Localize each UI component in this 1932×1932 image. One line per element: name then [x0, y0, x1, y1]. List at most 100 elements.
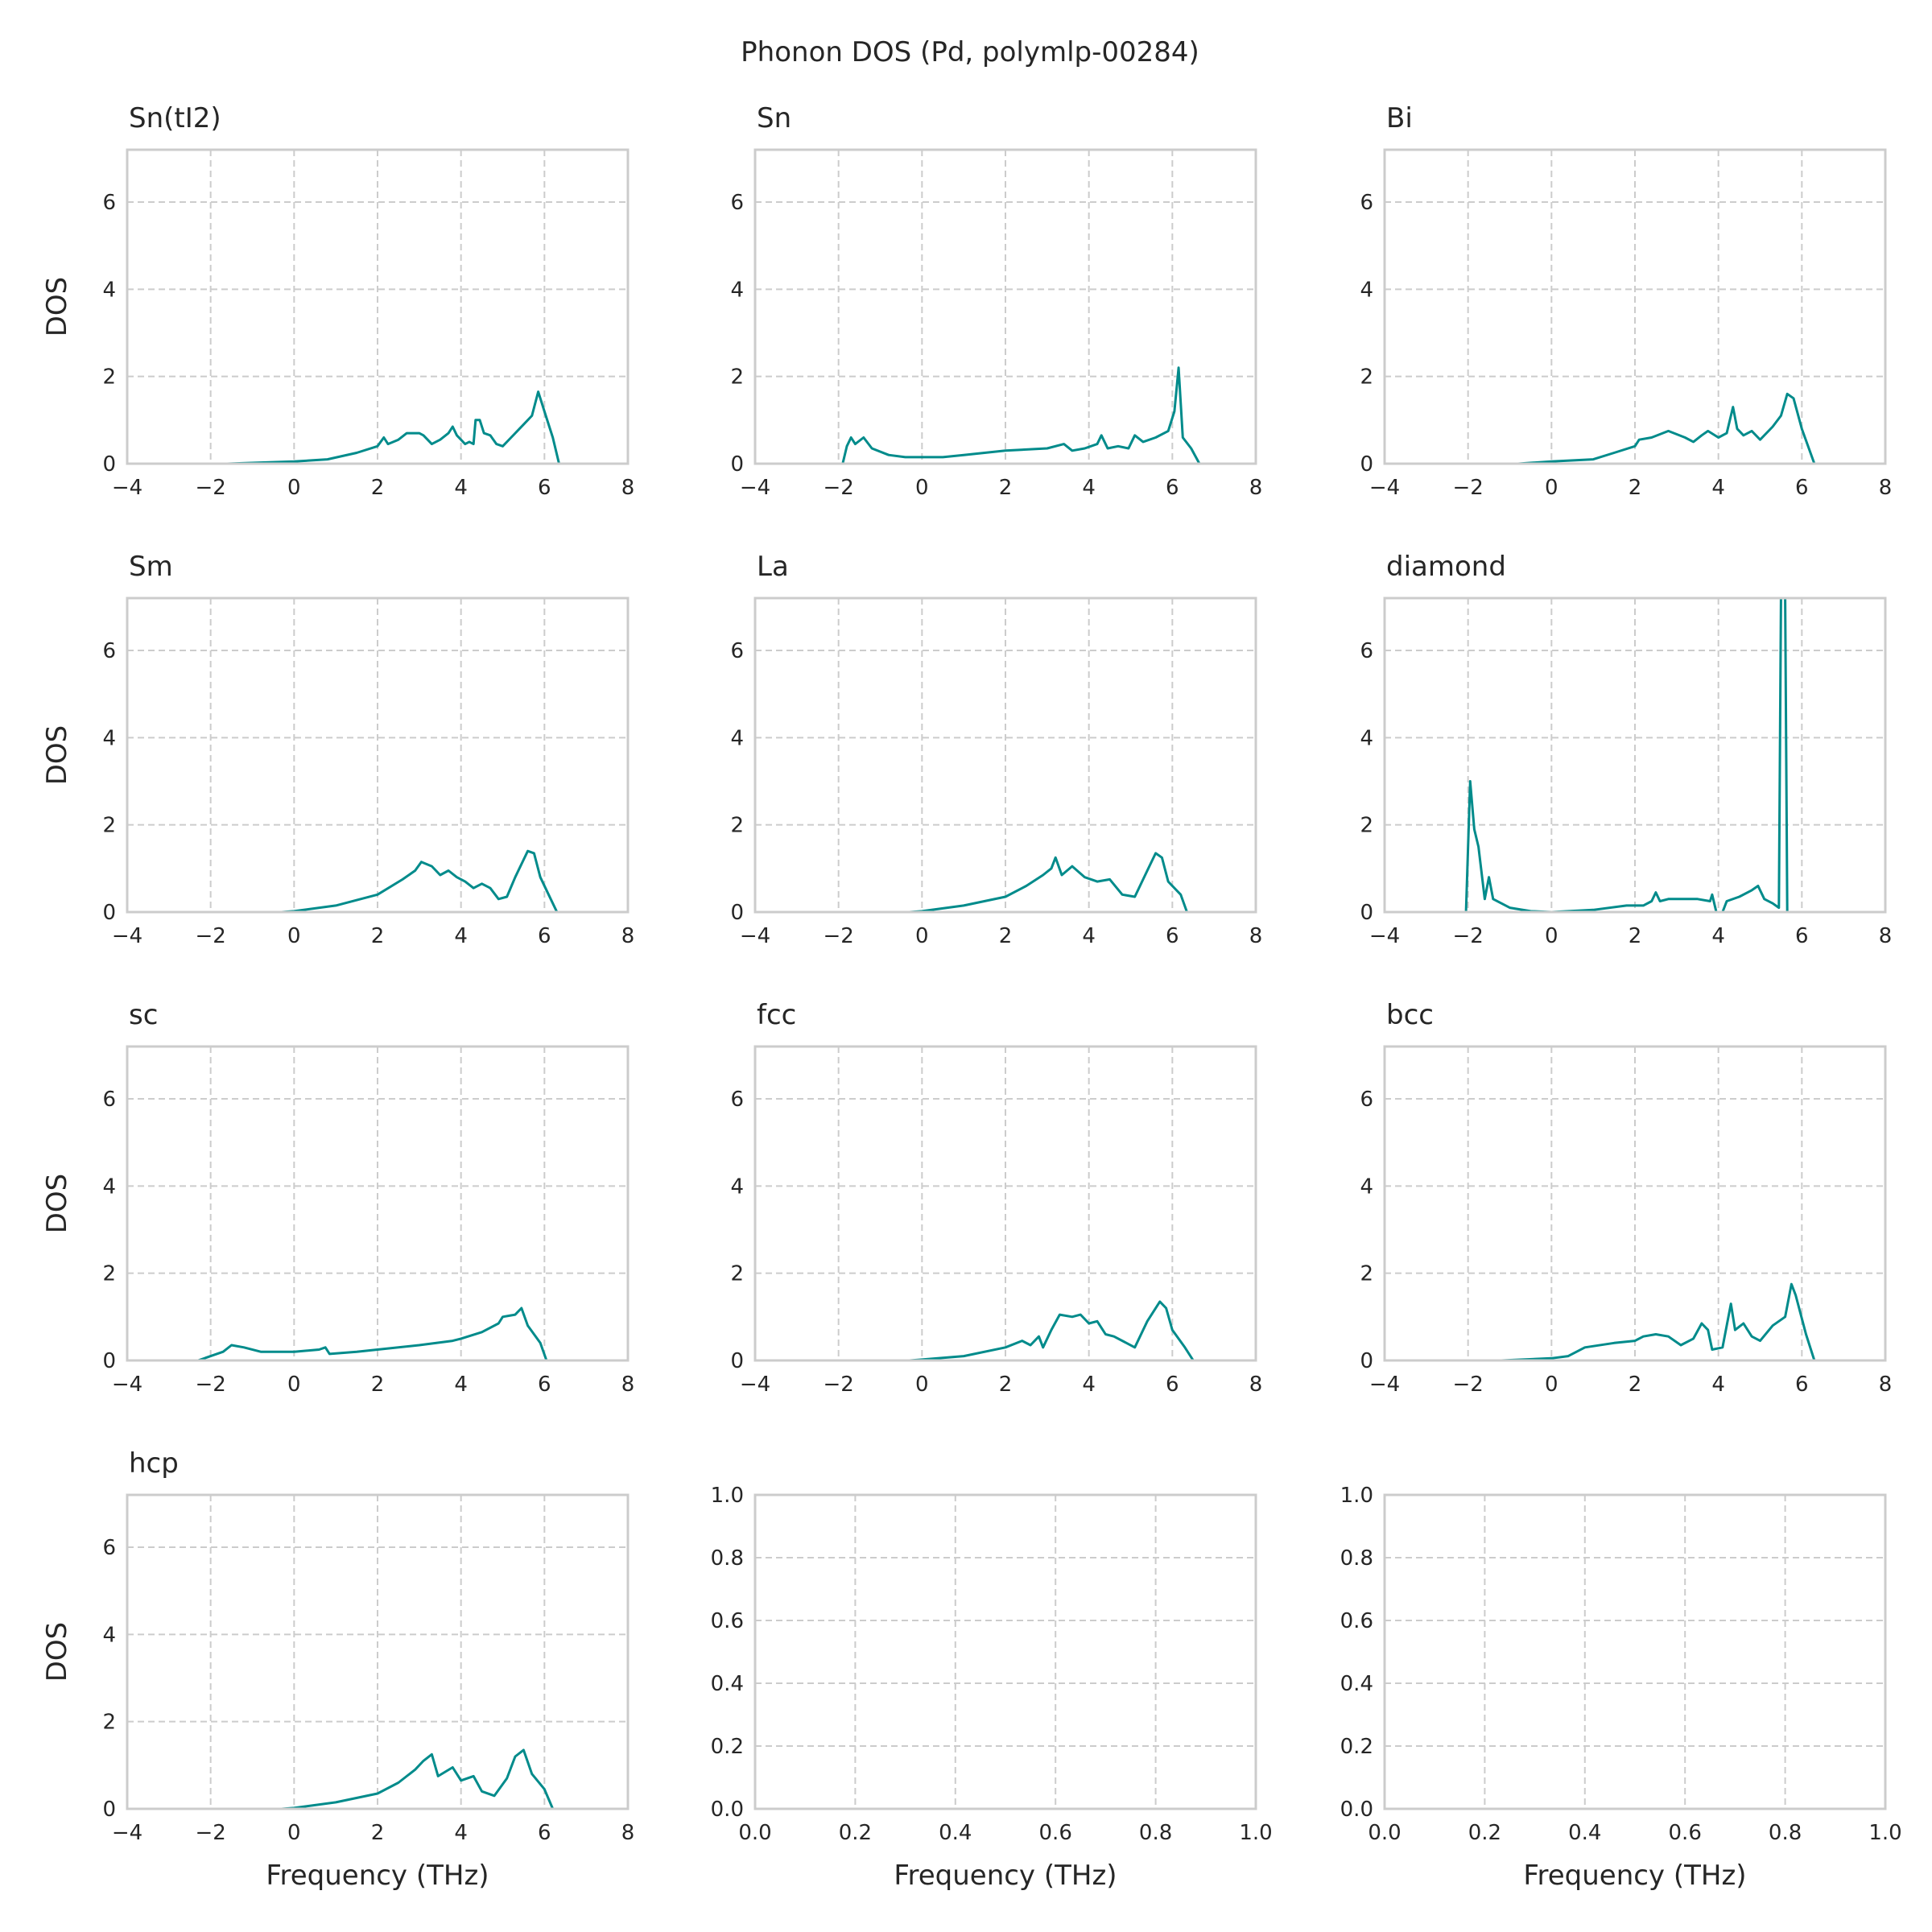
axes-frame: [126, 148, 630, 465]
subplot-title: Sm: [129, 551, 173, 583]
x-tick-label: 8: [621, 476, 635, 500]
x-tick-label: 1.0: [1868, 1821, 1901, 1845]
x-tick-label: 2: [371, 476, 385, 500]
x-tick-label: 6: [538, 1373, 551, 1397]
axes-frame: [1383, 148, 1887, 465]
figure-title: Phonon DOS (Pd, polymlp-00284): [741, 36, 1199, 68]
subplot-title: La: [757, 551, 789, 583]
x-tick-label: 6: [1795, 1373, 1809, 1397]
subplot-hcp: −4 −2 0 2 4 6 8 0 2 4 6 hcp DOS Frequency (THz): [41, 1447, 634, 1892]
subplot-title: Sn: [757, 102, 791, 134]
dos-line: [805, 366, 1231, 465]
subplot-Sm: −4 −2 0 2 4 6 8 0 2 4 6 Sm DOS: [41, 551, 634, 948]
x-tick-label: 0: [287, 924, 301, 948]
x-tick-label: 2: [371, 1821, 385, 1845]
x-tick-label: 0: [287, 1821, 301, 1845]
dos-line: [160, 1307, 578, 1362]
x-tick-label: 4: [1711, 476, 1725, 500]
x-tick-label: 0: [915, 1373, 929, 1397]
y-tick-label: 4: [730, 726, 744, 750]
x-tick-label: −2: [1453, 476, 1484, 500]
x-tick-label: −2: [196, 1373, 226, 1397]
y-tick-label: 4: [730, 278, 744, 302]
x-tick-label: −2: [824, 1373, 854, 1397]
y-tick-label: 0: [102, 1798, 116, 1822]
axes-frame: [1383, 1045, 1887, 1362]
x-tick-label: 2: [1629, 1373, 1642, 1397]
y-tick-label: 6: [730, 191, 744, 215]
x-tick-label: 0.4: [1568, 1821, 1601, 1845]
y-tick-label: 2: [730, 1262, 744, 1286]
y-tick-label: 6: [102, 1088, 116, 1112]
axes-frame: [1383, 597, 1887, 914]
y-tick-label: 4: [730, 1174, 744, 1199]
x-tick-label: −2: [824, 924, 854, 948]
y-tick-label: 0.0: [1340, 1798, 1373, 1822]
dos-line: [1517, 392, 1844, 465]
y-tick-label: 4: [1360, 726, 1373, 750]
subplot-Sn: −4 −2 0 2 4 6 8 0 2 4 6 Sn: [730, 102, 1262, 500]
y-tick-label: 0.6: [1340, 1609, 1373, 1633]
x-tick-label: 2: [999, 476, 1013, 500]
y-tick-label: 2: [102, 814, 116, 838]
y-tick-label: 0.4: [711, 1672, 744, 1696]
y-axis-label: DOS: [41, 1174, 73, 1234]
x-tick-label: −2: [196, 1821, 226, 1845]
x-tick-label: 0.8: [1769, 1821, 1802, 1845]
y-axis-label: DOS: [41, 277, 73, 337]
x-tick-label: 0: [1545, 924, 1558, 948]
x-tick-label: 6: [1166, 1373, 1179, 1397]
x-tick-label: −2: [196, 924, 226, 948]
axes-frame: [753, 1493, 1257, 1810]
y-tick-label: 1.0: [711, 1484, 744, 1508]
x-tick-label: 0: [915, 476, 929, 500]
subplot-diamond: −4 −2 0 2 4 6 8 0 2 4 6 diamond: [1360, 551, 1892, 948]
subplot-title: Sn(tI2): [129, 102, 221, 134]
y-tick-label: 0: [102, 452, 116, 477]
x-axis-label: Frequency (THz): [894, 1860, 1117, 1892]
y-tick-label: 0.0: [711, 1798, 744, 1822]
y-tick-label: 0: [1360, 452, 1373, 477]
x-tick-label: 6: [1795, 924, 1809, 948]
x-tick-label: 2: [371, 1373, 385, 1397]
y-tick-label: 0: [1360, 1349, 1373, 1373]
x-tick-label: −2: [196, 476, 226, 500]
y-tick-label: 4: [102, 726, 116, 750]
axes-frame: [753, 1045, 1257, 1362]
x-tick-label: 2: [1629, 924, 1642, 948]
x-tick-label: 8: [1249, 476, 1263, 500]
x-tick-label: 2: [999, 924, 1013, 948]
x-tick-label: 4: [1082, 476, 1096, 500]
y-tick-label: 0.2: [711, 1735, 744, 1759]
x-tick-label: 8: [1249, 1373, 1263, 1397]
x-tick-label: 0: [287, 1373, 301, 1397]
x-tick-label: −4: [740, 924, 770, 948]
x-tick-label: 2: [1629, 476, 1642, 500]
subplot-bcc: −4 −2 0 2 4 6 8 0 2 4 6 bcc: [1360, 999, 1892, 1397]
x-tick-label: 6: [538, 476, 551, 500]
y-tick-label: 4: [102, 1174, 116, 1199]
y-tick-label: 0.2: [1340, 1735, 1373, 1759]
x-tick-label: 0.8: [1139, 1821, 1172, 1845]
y-tick-label: 6: [102, 1536, 116, 1560]
x-tick-label: −4: [1369, 924, 1400, 948]
x-tick-label: 6: [1166, 924, 1179, 948]
x-tick-label: 8: [621, 1373, 635, 1397]
y-tick-label: 0: [730, 901, 744, 925]
axes-frame: [753, 597, 1257, 914]
dos-line: [909, 852, 1215, 914]
subplot-title: sc: [129, 999, 158, 1031]
y-tick-label: 0.4: [1340, 1672, 1373, 1696]
x-tick-label: 0.2: [1468, 1821, 1501, 1845]
y-tick-label: 2: [102, 1711, 116, 1735]
subplot-empty-10: 0.0 0.2 0.4 0.6 0.8 1.0 0.0 0.2 0.4 0.6 0.8 1.0 Freq…: [711, 1484, 1273, 1892]
x-tick-label: 4: [1082, 924, 1096, 948]
subplot-title: Bi: [1386, 102, 1413, 134]
x-tick-label: 0.4: [939, 1821, 972, 1845]
x-tick-label: 0.6: [1669, 1821, 1702, 1845]
subplot-sc: −4 −2 0 2 4 6 8 0 2 4 6 sc DOS: [41, 999, 634, 1397]
x-tick-label: −4: [740, 476, 770, 500]
subplot-fcc: −4 −2 0 2 4 6 8 0 2 4 6 fcc: [730, 999, 1262, 1397]
x-tick-label: 4: [454, 476, 468, 500]
